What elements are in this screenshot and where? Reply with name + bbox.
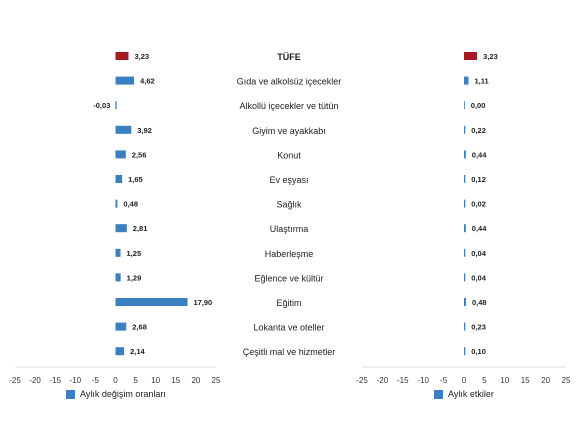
left-bar xyxy=(115,125,132,134)
right-value-label: 0,12 xyxy=(471,175,486,184)
left-legend-swatch xyxy=(66,389,75,399)
left-value-label: 2,14 xyxy=(130,347,145,356)
left-tick-label: -5 xyxy=(92,376,100,385)
left-tick-label: -20 xyxy=(29,376,41,385)
category-label: Ulaştırma xyxy=(270,224,309,234)
category-label: Eğitim xyxy=(276,298,301,308)
right-value-label: 3,23 xyxy=(483,52,498,61)
left-tick-label: -15 xyxy=(49,376,61,385)
category-label: Giyim ve ayakkabı xyxy=(252,126,326,136)
category-label: Konut xyxy=(277,150,301,160)
right-bar xyxy=(464,298,466,306)
right-tick-label: -5 xyxy=(440,376,448,385)
left-value-label: 0,48 xyxy=(123,200,138,209)
left-bar xyxy=(115,224,127,233)
right-tick-label: 15 xyxy=(521,376,530,385)
left-value-label: 1,65 xyxy=(128,175,143,184)
right-tick-label: 10 xyxy=(500,376,509,385)
left-bar xyxy=(115,347,125,356)
category-label: Gıda ve alkolsüz içecekler xyxy=(237,77,342,87)
left-value-label: 2,81 xyxy=(133,224,148,233)
left-tick-label: 25 xyxy=(212,376,221,385)
category-label: Eğlence ve kültür xyxy=(254,273,323,283)
left-bar xyxy=(115,101,117,110)
left-value-label: -0,03 xyxy=(93,101,110,110)
right-bar xyxy=(464,224,466,233)
right-tick-label: -20 xyxy=(377,376,389,385)
left-tick-label: 10 xyxy=(151,376,160,385)
left-tick-label: 15 xyxy=(171,376,180,385)
right-tick-label: 5 xyxy=(482,376,487,385)
left-legend: Aylık değişim oranları xyxy=(66,389,166,399)
right-bar xyxy=(464,76,469,85)
right-tick-label: 20 xyxy=(541,376,550,385)
right-value-label: 0,10 xyxy=(471,347,486,356)
category-label: Sağlık xyxy=(276,200,302,210)
left-legend-label: Aylık değişim oranları xyxy=(80,389,166,399)
right-tick-label: 25 xyxy=(562,376,571,385)
category-label: Alkollü içecekler ve tütün xyxy=(239,101,338,111)
left-bar xyxy=(115,248,121,257)
right-value-label: 0,00 xyxy=(471,101,486,110)
category-label: Haberleşme xyxy=(265,249,314,259)
left-bar xyxy=(115,273,121,282)
right-legend: Aylık etkiler xyxy=(434,389,494,399)
left-value-label: 2,68 xyxy=(132,323,147,332)
category-label: Lokanta ve oteller xyxy=(253,323,324,333)
right-tick-label: -10 xyxy=(417,376,429,385)
right-bar xyxy=(464,150,466,159)
category-label: TÜFE xyxy=(277,52,301,62)
right-bar xyxy=(464,322,466,331)
right-value-label: 1,11 xyxy=(475,77,489,86)
left-bar xyxy=(115,322,127,331)
left-value-label: 4,62 xyxy=(140,77,155,86)
right-bar xyxy=(464,273,466,282)
right-bar xyxy=(464,347,466,356)
right-tick-label: -15 xyxy=(397,376,409,385)
right-bar xyxy=(464,101,465,110)
right-bar xyxy=(464,125,466,134)
right-bar xyxy=(464,248,466,257)
left-value-label: 3,92 xyxy=(137,126,152,135)
category-label: Çeşitli mal ve hizmetler xyxy=(243,347,336,357)
right-value-label: 0,02 xyxy=(471,200,486,209)
right-value-label: 0,44 xyxy=(472,224,487,233)
right-value-label: 0,04 xyxy=(471,273,486,282)
category-label: Ev eşyası xyxy=(269,175,308,185)
right-tick-label: -25 xyxy=(356,376,368,385)
right-bar xyxy=(464,52,478,60)
left-bar xyxy=(115,199,118,208)
left-value-label: 17,90 xyxy=(193,298,212,307)
right-bar xyxy=(464,175,466,183)
left-bar xyxy=(115,150,126,159)
left-tick-label: -25 xyxy=(9,376,21,385)
left-tick-label: 0 xyxy=(113,376,118,385)
right-value-label: 0,04 xyxy=(471,249,486,258)
right-tick-label: 0 xyxy=(462,376,467,385)
right-value-label: 0,23 xyxy=(471,323,486,332)
right-value-label: 0,22 xyxy=(471,126,486,135)
right-bar xyxy=(464,199,466,208)
left-value-label: 3,23 xyxy=(134,52,149,61)
left-tick-label: -10 xyxy=(70,376,82,385)
right-legend-swatch xyxy=(434,389,443,399)
left-value-label: 2,56 xyxy=(132,150,147,159)
right-value-label: 0,44 xyxy=(472,150,487,159)
left-bar xyxy=(115,298,188,306)
right-legend-label: Aylık etkiler xyxy=(448,389,494,399)
right-value-label: 0,48 xyxy=(472,298,487,307)
left-bar xyxy=(115,52,129,60)
left-value-label: 1,29 xyxy=(127,273,142,282)
left-tick-label: 20 xyxy=(191,376,200,385)
left-bar xyxy=(115,175,123,183)
left-tick-label: 5 xyxy=(133,376,138,385)
left-value-label: 1,25 xyxy=(127,249,142,258)
left-bar xyxy=(115,76,135,85)
